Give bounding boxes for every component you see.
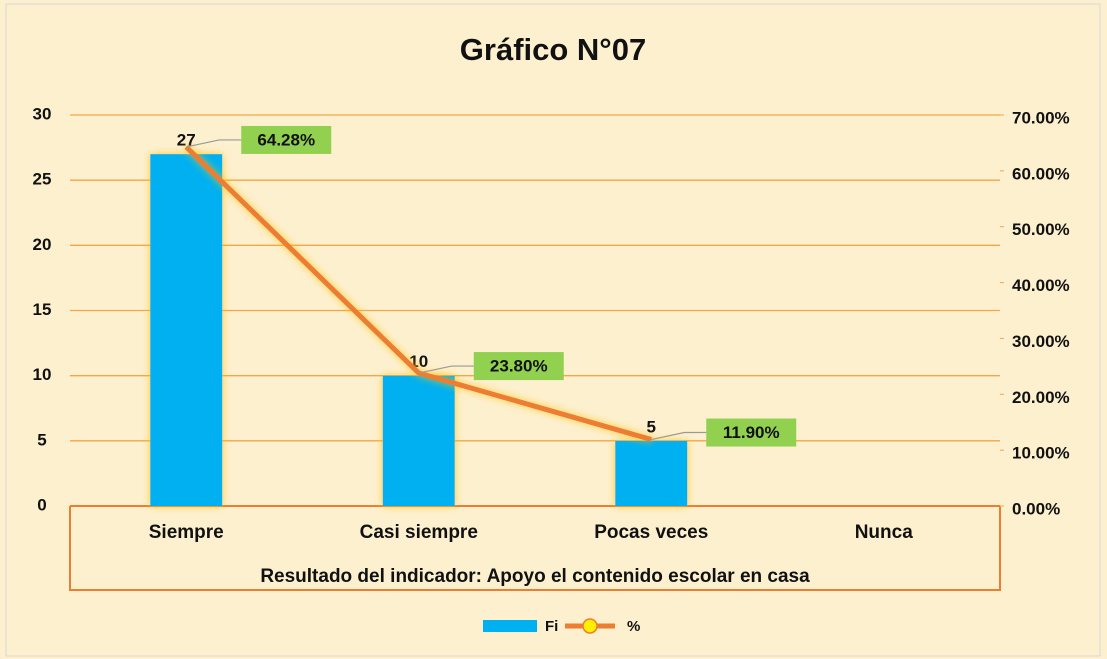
y-tick-label: 5	[37, 430, 46, 449]
x-tick-label: Nunca	[855, 522, 914, 543]
y2-tick-label: 50.00%	[1012, 220, 1070, 239]
line-value-label: 64.28%	[257, 130, 315, 149]
legend-label: %	[627, 618, 640, 635]
legend-marker	[582, 618, 598, 634]
line-value-label: 11.90%	[723, 423, 780, 442]
y-tick-label: 30	[33, 104, 52, 123]
x-tick-label: Pocas veces	[594, 522, 708, 543]
y-tick-label: 25	[33, 170, 52, 189]
leader-line	[418, 365, 474, 374]
category-frame	[69, 506, 1001, 591]
x-tick-label: Casi siempre	[360, 522, 478, 543]
y-tick-label: 20	[33, 235, 52, 254]
bar-value-label: 27	[177, 131, 196, 150]
y2-tick-label: 40.00%	[1012, 276, 1070, 295]
value-label-box	[241, 125, 332, 154]
y2-tick-label: 10.00%	[1012, 444, 1070, 463]
y2-tick-label: 0.00%	[1012, 499, 1060, 518]
y-tick-label: 10	[33, 365, 52, 384]
value-label-box	[473, 352, 564, 381]
y2-tick-label: 30.00%	[1012, 332, 1070, 351]
chart-border	[5, 3, 1101, 657]
bar	[150, 154, 223, 506]
y2-tick-label: 70.00%	[1012, 108, 1070, 127]
bar-value-label: 5	[647, 417, 656, 436]
x-axis-title: Resultado del indicador: Apoyo el conten…	[260, 566, 810, 587]
y2-tick-label: 20.00%	[1012, 388, 1070, 407]
bar	[615, 440, 688, 506]
y-tick-label: 0	[37, 495, 46, 514]
line-value-label: 23.80%	[490, 357, 548, 376]
x-tick-label: Siempre	[149, 522, 224, 543]
bar	[382, 375, 455, 506]
legend-swatch	[483, 620, 537, 632]
y-tick-label: 15	[33, 300, 52, 319]
y2-tick-label: 60.00%	[1012, 164, 1070, 183]
legend-label: Fi	[545, 618, 558, 635]
chart-title: Gráfico N°07	[460, 32, 646, 67]
leader-line	[186, 139, 242, 148]
leader-line	[651, 431, 707, 441]
value-label-box	[706, 418, 797, 447]
